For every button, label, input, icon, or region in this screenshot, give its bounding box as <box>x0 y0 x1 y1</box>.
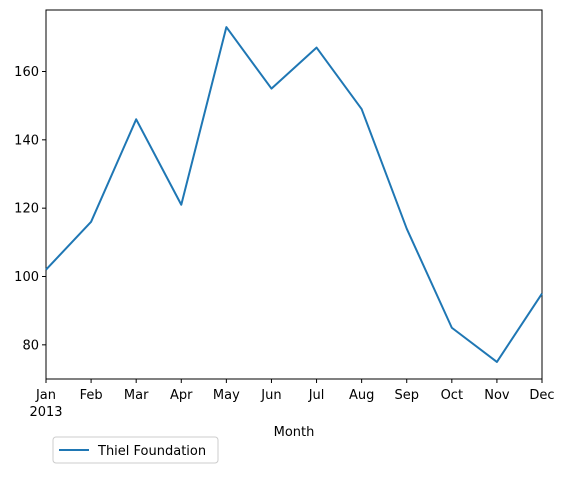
x-tick-label: Jun <box>260 388 281 403</box>
x-tick-label: Jul <box>308 388 325 403</box>
y-tick-label: 120 <box>14 202 39 217</box>
legend-frame <box>52 436 219 464</box>
x-tick-label: Oct <box>441 388 463 403</box>
x-tick-label: Mar <box>124 388 149 403</box>
x-tick-label: Feb <box>80 388 103 403</box>
x-tick-label: May <box>213 388 240 403</box>
y-tick-label: 80 <box>22 338 39 353</box>
legend-label: Thiel Foundation <box>97 444 206 459</box>
x-tick-label: Sep <box>394 388 419 403</box>
x-tick-label: Jan <box>35 388 56 403</box>
x-tick-label: Dec <box>529 388 554 403</box>
legend: Thiel Foundation <box>52 436 219 464</box>
x-tick-label: Apr <box>170 388 193 403</box>
y-tick-label: 160 <box>14 65 39 80</box>
x-axis-label: Month <box>274 425 315 440</box>
axes <box>45 9 543 380</box>
plot-frame <box>45 9 543 380</box>
x-tick-year-label: 2013 <box>29 405 62 420</box>
series-group <box>45 26 543 363</box>
tick-group: 80 100 120 140 160 Jan Feb Mar Apr May Jun Jul Aug Se… <box>14 65 554 420</box>
x-tick-label: Nov <box>484 388 510 403</box>
series-line <box>45 26 543 363</box>
y-tick-label: 100 <box>14 270 39 285</box>
y-tick-label: 140 <box>14 133 39 148</box>
x-tick-label: Aug <box>349 388 374 403</box>
